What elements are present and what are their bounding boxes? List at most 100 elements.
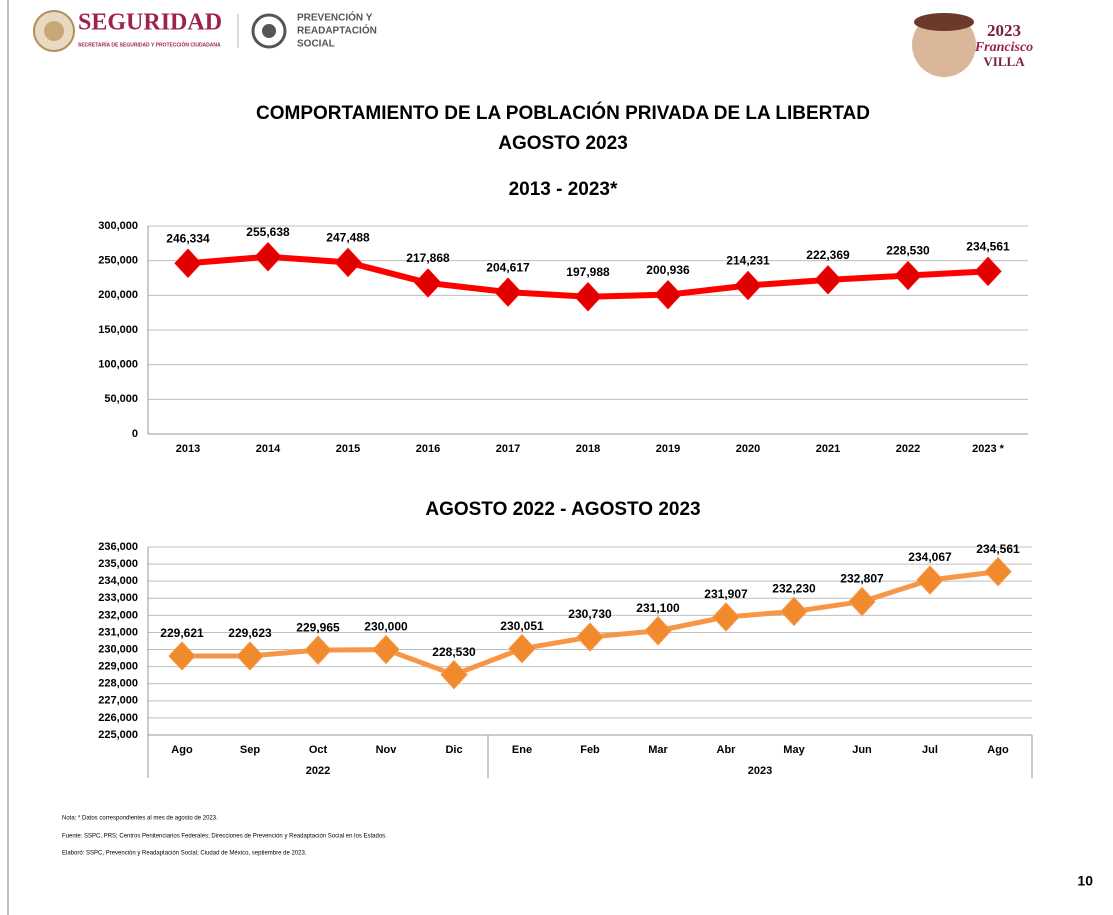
data-label: 234,067 (908, 550, 952, 564)
data-marker (254, 242, 282, 272)
data-marker (644, 616, 672, 646)
data-label: 229,965 (296, 620, 340, 634)
hat (914, 13, 974, 31)
page-title: COMPORTAMIENTO DE LA POBLACIÓN PRIVADA D… (256, 102, 870, 124)
x-tick-label: Sep (240, 744, 260, 756)
y-tick-label: 226,000 (98, 712, 138, 724)
y-tick-label: 235,000 (98, 558, 138, 570)
y-tick-label: 227,000 (98, 695, 138, 707)
y-tick-label: 225,000 (98, 729, 138, 741)
data-label: 234,561 (976, 542, 1020, 556)
logo-name: Francisco (974, 40, 1033, 55)
y-tick-label: 230,000 (98, 643, 138, 655)
data-label: 230,730 (568, 607, 612, 621)
page-number: 10 (1077, 873, 1093, 889)
data-marker (916, 565, 944, 595)
data-label: 197,988 (566, 265, 610, 279)
y-tick-label: 229,000 (98, 661, 138, 673)
x-tick-label: Jun (852, 744, 872, 756)
data-label: 234,561 (966, 240, 1010, 254)
x-tick-label: 2015 (336, 443, 360, 455)
data-marker (974, 256, 1002, 287)
x-tick-label: Dic (445, 744, 462, 756)
x-tick-label: Mar (648, 744, 668, 756)
group-label: 2022 (306, 765, 330, 777)
emblem-inner (44, 21, 64, 41)
y-tick-label: 236,000 (98, 541, 138, 553)
data-marker (984, 556, 1012, 587)
x-tick-label: 2014 (256, 443, 281, 455)
note: Elaboró: SSPC, Prevención y Readaptación… (62, 851, 307, 857)
x-tick-label: Ago (987, 744, 1009, 756)
x-tick-label: 2018 (576, 443, 600, 455)
data-label: 228,530 (432, 645, 476, 659)
note: Nota: * Datos correspondientes al mes de… (62, 816, 218, 822)
x-tick-label: 2022 (896, 443, 920, 455)
x-tick-label: May (783, 744, 805, 756)
y-tick-label: 300,000 (98, 220, 138, 232)
data-marker (372, 634, 400, 665)
y-tick-label: 100,000 (98, 359, 138, 371)
data-label: 229,623 (228, 626, 272, 640)
data-label: 231,100 (636, 601, 680, 615)
y-tick-label: 150,000 (98, 324, 138, 336)
x-tick-label: Feb (580, 744, 600, 756)
data-marker (440, 659, 468, 690)
y-tick-label: 231,000 (98, 626, 138, 638)
logo-name: VILLA (983, 54, 1025, 69)
x-tick-label: 2023 * (972, 443, 1005, 455)
data-marker (712, 602, 740, 632)
x-tick-label: 2016 (416, 443, 440, 455)
logo-second-text: PREVENCIÓN Y (297, 11, 373, 24)
x-tick-label: Abr (717, 744, 737, 756)
data-marker (414, 268, 442, 298)
y-tick-label: 50,000 (104, 393, 138, 405)
data-label: 230,000 (364, 620, 408, 634)
data-label: 247,488 (326, 231, 370, 245)
logo-year: 2023 (987, 21, 1021, 40)
data-label: 214,231 (726, 254, 770, 268)
y-tick-label: 228,000 (98, 678, 138, 690)
data-label: 228,530 (886, 244, 930, 258)
data-marker (894, 260, 922, 291)
x-tick-label: Jul (922, 744, 938, 756)
data-marker (168, 641, 196, 671)
emblem-prs-inner (262, 24, 276, 38)
y-tick-label: 233,000 (98, 592, 138, 604)
y-tick-label: 232,000 (98, 609, 138, 621)
logo-villa: 2023 Francisco VILLA (912, 13, 1033, 77)
data-marker (574, 281, 602, 312)
data-label: 200,936 (646, 263, 690, 277)
y-tick-label: 234,000 (98, 575, 138, 587)
data-marker (508, 633, 536, 664)
logo-text: SEGURIDAD (78, 10, 222, 36)
x-tick-label: 2020 (736, 443, 760, 455)
logo-second-text: SOCIAL (297, 39, 335, 50)
logo-second-text: READAPTACIÓN (297, 24, 377, 37)
note: Fuente: SSPC, PRS; Centros Penitenciario… (62, 834, 387, 840)
data-marker (334, 247, 362, 278)
data-marker (780, 596, 808, 627)
data-marker (848, 586, 876, 617)
data-label: 246,334 (166, 231, 210, 245)
chart-title: 2013 - 2023* (509, 179, 618, 200)
data-marker (494, 277, 522, 307)
data-label: 217,868 (406, 251, 450, 265)
logo-seguridad: SEGURIDAD SECRETARÍA DE SEGURIDAD Y PROT… (33, 10, 377, 52)
y-tick-label: 0 (132, 428, 138, 440)
x-tick-label: 2013 (176, 443, 200, 455)
x-tick-label: 2017 (496, 443, 520, 455)
data-label: 232,230 (772, 582, 816, 596)
page-title: AGOSTO 2023 (498, 133, 628, 154)
data-marker (814, 265, 842, 295)
data-marker (734, 270, 762, 301)
data-label: 231,907 (704, 587, 748, 601)
group-label: 2023 (748, 765, 772, 777)
data-label: 232,807 (840, 572, 884, 586)
x-tick-label: Ago (171, 744, 193, 756)
data-label: 229,621 (160, 626, 204, 640)
x-tick-label: Nov (376, 744, 398, 756)
data-label: 230,051 (500, 619, 544, 633)
data-marker (236, 641, 264, 671)
data-marker (654, 279, 682, 310)
